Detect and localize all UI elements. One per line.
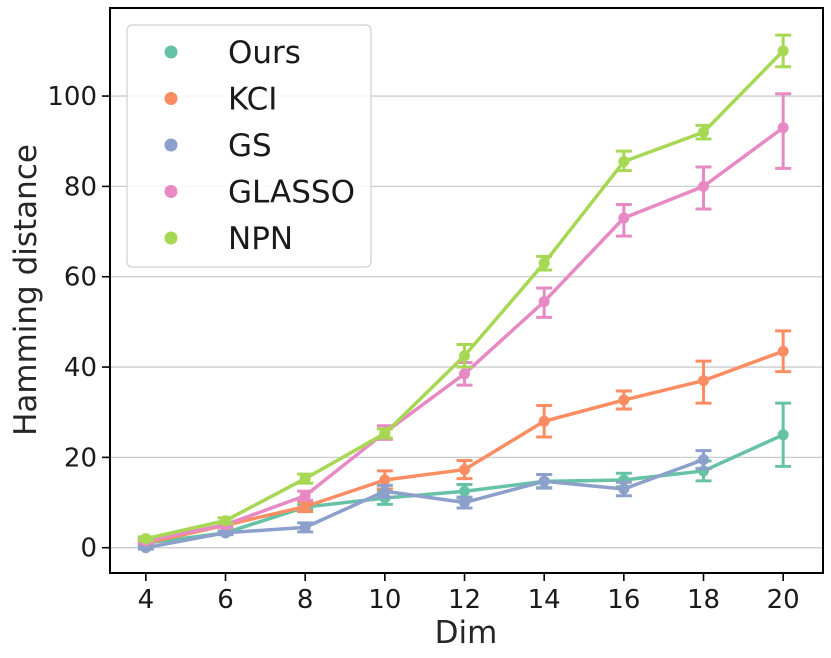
data-point-npn xyxy=(379,427,391,439)
data-point-gs xyxy=(459,497,471,509)
data-point-ours xyxy=(777,429,789,441)
data-point-npn xyxy=(299,473,311,485)
data-point-npn xyxy=(538,257,550,269)
y-tick-label: 20 xyxy=(64,443,97,473)
y-tick-label: 100 xyxy=(47,82,97,112)
x-tick-label: 12 xyxy=(448,585,481,615)
data-point-npn xyxy=(698,126,710,138)
data-point-gs xyxy=(299,521,311,533)
legend-label-npn: NPN xyxy=(228,221,293,257)
x-tick-label: 8 xyxy=(297,585,314,615)
series-line-gs xyxy=(145,457,705,550)
data-point-ours xyxy=(459,485,471,497)
x-tick-label: 18 xyxy=(687,585,720,615)
data-point-npn xyxy=(140,533,152,545)
y-tick-label: 0 xyxy=(80,534,97,564)
data-point-glasso xyxy=(777,122,789,134)
data-point-kci xyxy=(618,394,630,406)
legend-marker-ours xyxy=(164,45,178,59)
series-gs xyxy=(137,449,712,554)
data-point-npn xyxy=(220,515,232,527)
legend-box xyxy=(126,24,372,268)
legend-label-glasso: GLASSO xyxy=(228,175,355,211)
axes: 0 20 40 60 80 100 4 6 8 10 12 14 16 18 20 xyxy=(47,82,799,615)
legend-label-gs: GS xyxy=(228,128,272,164)
x-tick-label: 14 xyxy=(528,585,561,615)
data-point-kci xyxy=(698,375,710,387)
data-point-npn xyxy=(618,156,630,168)
data-point-gs xyxy=(220,527,232,539)
data-point-kci xyxy=(379,474,391,486)
y-tick-label: 40 xyxy=(64,353,97,383)
legend-marker-kci xyxy=(164,92,178,105)
x-tick-label: 6 xyxy=(217,585,234,615)
data-point-kci xyxy=(459,464,471,476)
data-point-glasso xyxy=(299,490,311,502)
data-point-gs xyxy=(698,454,710,466)
data-point-glasso xyxy=(538,296,550,308)
plot-area-frame xyxy=(109,7,824,574)
y-axis-label: Hamming distance xyxy=(8,144,44,436)
data-point-kci xyxy=(538,415,550,427)
data-point-gs xyxy=(538,475,550,487)
x-axis-label: Dim xyxy=(435,615,498,651)
data-point-kci xyxy=(777,345,789,357)
y-tick-label: 60 xyxy=(64,263,97,293)
legend-marker-glasso xyxy=(164,185,178,198)
x-tick-label: 4 xyxy=(138,585,155,615)
data-point-gs xyxy=(379,485,391,497)
series-layer xyxy=(137,33,792,554)
x-tick-label: 16 xyxy=(607,585,640,615)
data-point-glasso xyxy=(698,180,710,192)
legend: Ours KCI GS GLASSO NPN xyxy=(126,24,372,268)
data-point-npn xyxy=(777,45,789,57)
data-point-kci xyxy=(299,501,311,513)
legend-label-kci: KCI xyxy=(228,82,277,118)
data-point-glasso xyxy=(618,212,630,224)
x-tick-label: 10 xyxy=(368,585,401,615)
y-tick-label: 80 xyxy=(64,172,97,202)
series-kci xyxy=(137,329,792,549)
data-point-glasso xyxy=(459,368,471,380)
data-point-gs xyxy=(618,483,630,495)
legend-marker-gs xyxy=(164,138,178,152)
legend-marker-npn xyxy=(164,231,178,245)
legend-label-ours: Ours xyxy=(228,35,301,71)
x-tick-label: 20 xyxy=(767,585,800,615)
data-point-npn xyxy=(459,350,471,362)
series-npn xyxy=(137,33,792,545)
